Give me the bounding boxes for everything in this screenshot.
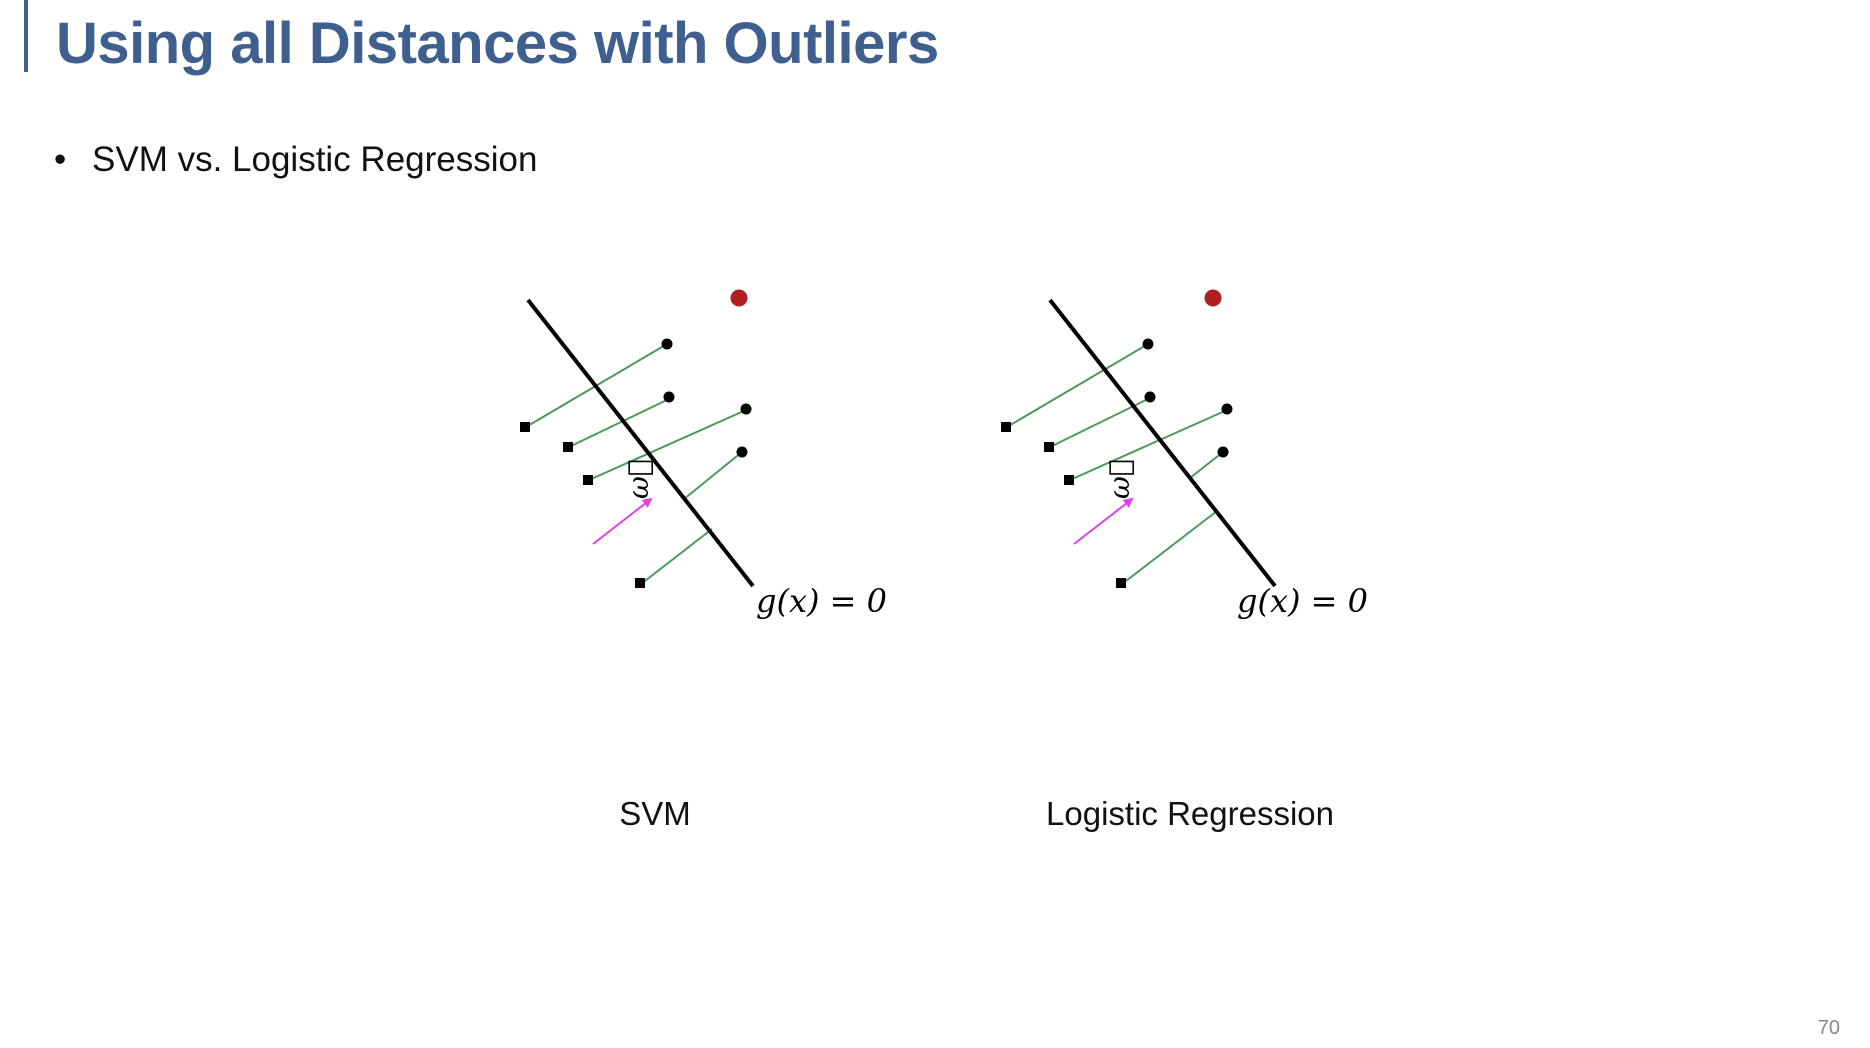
lr-boundary-label: g(x) = 0	[1237, 582, 1368, 620]
svm-positive-point	[740, 403, 752, 415]
svm-distance-line	[588, 409, 747, 481]
lr-negative-point	[1001, 422, 1011, 432]
lr-negative-point	[1116, 578, 1126, 588]
lr-normal-vector-label: ω⃗	[1103, 459, 1136, 499]
svm-outlier-point	[730, 289, 748, 307]
svm-diagram: ω⃗ g(x) = 0	[520, 289, 887, 620]
svm-boundary-label: g(x) = 0	[756, 582, 887, 620]
svm-negative-point	[635, 578, 645, 588]
svm-normal-vector-label: ω⃗	[622, 459, 655, 499]
lr-negative-point	[1064, 475, 1074, 485]
lr-distance-line	[1189, 451, 1224, 479]
lr-positive-point	[1144, 391, 1156, 403]
bullet-item: • SVM vs. Logistic Regression	[54, 140, 537, 180]
svm-positive-point	[663, 391, 675, 403]
lr-positive-point	[1142, 338, 1154, 350]
bullet-symbol: •	[54, 140, 67, 179]
title-accent-bar	[24, 0, 28, 72]
bullet-text: SVM vs. Logistic Regression	[92, 140, 538, 179]
lr-positive-point	[1217, 446, 1229, 458]
svm-negative-point	[583, 475, 593, 485]
svm-distance-line	[683, 451, 743, 500]
lr-distance-line	[1121, 510, 1218, 585]
page-number: 70	[1817, 1017, 1840, 1039]
slide-title: Using all Distances with Outliers	[56, 11, 939, 76]
svm-normal-vector-arrow	[592, 497, 653, 545]
lr-negative-point	[1044, 442, 1054, 452]
lr-positive-point	[1221, 403, 1233, 415]
svm-distance-line	[640, 528, 713, 585]
lr-distance-line	[1006, 343, 1149, 428]
svm-caption: SVM	[619, 795, 691, 832]
lr-outlier-point	[1204, 289, 1222, 307]
svm-distance-line	[568, 397, 672, 448]
lr-distance-line	[1069, 409, 1228, 481]
lr-decision-boundary	[1048, 298, 1277, 588]
logistic-regression-caption: Logistic Regression	[1046, 795, 1334, 832]
svm-negative-point	[520, 422, 530, 432]
svm-decision-boundary	[526, 298, 755, 588]
svm-negative-point	[563, 442, 573, 452]
lr-normal-vector-arrow	[1073, 497, 1134, 545]
svm-positive-point	[661, 338, 673, 350]
logistic-regression-diagram: ω⃗ g(x) = 0	[1001, 289, 1368, 620]
svm-positive-point	[736, 446, 748, 458]
